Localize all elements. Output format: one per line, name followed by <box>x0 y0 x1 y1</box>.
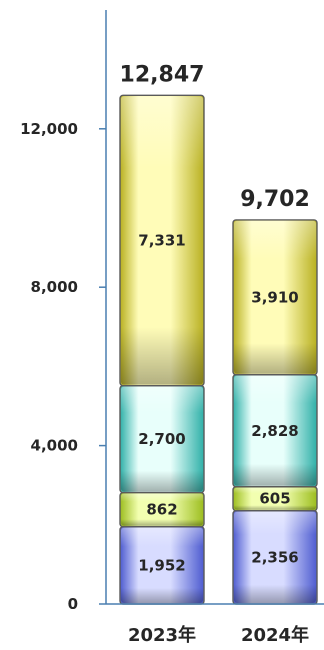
y-tick-label: 0 <box>68 595 78 613</box>
segment-value-label: 1,952 <box>138 556 185 574</box>
labels-layer: 1,952 862 2,700 7,331 12,847 2023年 2,356 605 2,8… <box>120 62 310 646</box>
bar-segment-shade <box>234 375 316 486</box>
bar-segment-shade <box>121 527 203 603</box>
segment-value-label: 2,828 <box>251 422 298 440</box>
y-tick-label: 8,000 <box>31 278 78 296</box>
segment-value-label: 3,910 <box>251 288 298 306</box>
bar-segment-shade <box>234 487 316 510</box>
bar-segment-shade <box>121 493 203 526</box>
bars-layer <box>119 94 318 605</box>
bar-segment-shade <box>234 511 316 603</box>
bar-segment-shade <box>234 220 316 374</box>
y-tick-label: 4,000 <box>31 437 78 455</box>
bar-segment-shade <box>121 386 203 492</box>
axes-layer: 0 4,000 8,000 12,000 <box>20 10 324 613</box>
segment-value-label: 2,700 <box>138 430 185 448</box>
y-tick-label: 12,000 <box>20 120 78 138</box>
category-label: 2024年 <box>241 624 309 646</box>
segment-value-label: 862 <box>146 501 177 519</box>
segment-value-label: 605 <box>259 490 290 508</box>
segment-value-label: 2,356 <box>251 548 298 566</box>
segment-value-label: 7,331 <box>138 231 185 249</box>
bar-segment-shade <box>121 96 203 385</box>
total-label: 9,702 <box>240 187 310 212</box>
total-label: 12,847 <box>120 62 205 87</box>
category-label: 2023年 <box>128 624 196 646</box>
